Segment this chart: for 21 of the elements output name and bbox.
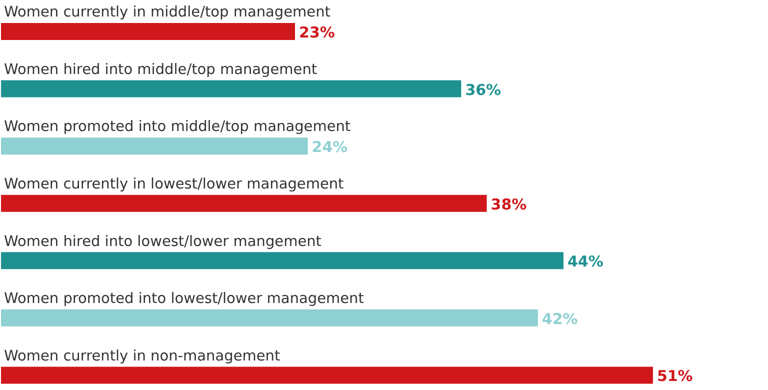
y-tick-label: Women currently in lowest/lower management xyxy=(4,176,344,192)
y-tick-label: Women hired into lowest/lower mangement xyxy=(4,234,322,250)
bar xyxy=(1,23,296,40)
data-label: 38% xyxy=(490,195,527,214)
y-tick-label: Women hired into middle/top management xyxy=(4,62,318,78)
bar xyxy=(1,309,538,326)
y-tick-label: Women promoted into middle/top management xyxy=(4,119,351,136)
y-tick-label: Women currently in middle/top management xyxy=(4,4,331,21)
bar xyxy=(1,252,564,270)
data-label: 36% xyxy=(465,80,502,99)
bar xyxy=(1,80,462,98)
data-label: 23% xyxy=(299,24,335,42)
bar xyxy=(1,194,487,212)
y-tick-label: Women currently in non-management xyxy=(4,348,280,364)
data-label: 44% xyxy=(567,252,604,271)
bar xyxy=(1,138,308,155)
data-label: 42% xyxy=(542,310,578,328)
bar xyxy=(1,366,653,384)
y-tick-label: Women promoted into lowest/lower management xyxy=(4,291,364,308)
data-label: 24% xyxy=(312,138,348,156)
data-label: 51% xyxy=(656,367,693,386)
